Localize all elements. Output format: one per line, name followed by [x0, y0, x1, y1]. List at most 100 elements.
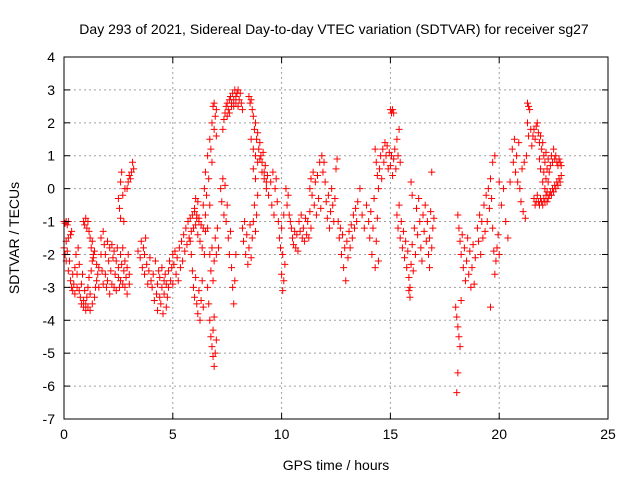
data-point [240, 237, 248, 245]
data-point [286, 218, 294, 226]
data-point [208, 119, 216, 127]
data-point [191, 293, 199, 301]
data-point [160, 290, 168, 298]
data-point [67, 277, 75, 285]
data-point [452, 303, 460, 311]
data-point [205, 300, 213, 308]
data-point [97, 234, 105, 242]
data-point [224, 106, 232, 114]
data-point [154, 306, 162, 314]
data-point [84, 218, 92, 226]
data-point [552, 152, 560, 160]
data-point [329, 201, 337, 209]
data-point [460, 244, 468, 252]
data-point [242, 250, 250, 258]
data-point [394, 224, 402, 232]
data-point [544, 195, 552, 203]
data-point [99, 227, 107, 235]
data-point [121, 283, 129, 291]
data-point [261, 162, 269, 170]
data-point [299, 224, 307, 232]
data-point [183, 241, 191, 249]
data-point [369, 224, 377, 232]
data-point [423, 218, 431, 226]
data-point [520, 158, 528, 166]
data-point [328, 185, 336, 193]
data-point [182, 224, 190, 232]
data-point [149, 270, 157, 278]
data-point [495, 250, 503, 258]
data-point [141, 250, 149, 258]
data-point [343, 237, 351, 245]
data-point [402, 237, 410, 245]
data-point [210, 362, 218, 370]
data-point [309, 168, 317, 176]
data-point [120, 218, 128, 226]
data-point [249, 112, 257, 120]
data-point [500, 185, 508, 193]
data-point [296, 227, 304, 235]
data-point [147, 277, 155, 285]
data-point [457, 297, 465, 305]
data-point [486, 303, 494, 311]
data-point [210, 257, 218, 265]
data-point [319, 168, 327, 176]
data-point [339, 231, 347, 239]
data-point [461, 277, 469, 285]
data-point [238, 224, 246, 232]
data-point [68, 227, 76, 235]
data-point [287, 224, 295, 232]
data-point [210, 125, 218, 133]
y-tick-label: 0 [47, 181, 55, 197]
data-point [315, 195, 323, 203]
data-point [119, 191, 127, 199]
data-point [148, 283, 156, 291]
data-point [332, 165, 340, 173]
data-point [145, 267, 153, 275]
data-point [415, 195, 423, 203]
data-point [454, 369, 462, 377]
data-point [408, 191, 416, 199]
data-point [373, 214, 381, 222]
data-point [142, 234, 150, 242]
data-point [490, 247, 498, 255]
data-point [404, 247, 412, 255]
data-point [473, 224, 481, 232]
data-point [246, 99, 254, 107]
data-point [212, 336, 220, 344]
plot-frame [63, 56, 609, 420]
data-point [88, 237, 96, 245]
data-point [356, 185, 364, 193]
data-point [213, 224, 221, 232]
data-point [249, 165, 257, 173]
data-point [118, 260, 126, 268]
data-point [367, 208, 375, 216]
data-point [333, 155, 341, 163]
data-point [206, 201, 214, 209]
data-point [130, 165, 138, 173]
x-tick-label: 5 [169, 426, 177, 442]
data-point [323, 214, 331, 222]
data-point [225, 250, 233, 258]
axis-ticks: 0 5 10 15 20 25 -7 -6 -5 -4 -3 -2 -1 0 1 2 3 4 [43, 49, 616, 442]
data-point [269, 168, 277, 176]
data-point [421, 201, 429, 209]
data-point [414, 231, 422, 239]
data-point [517, 198, 525, 206]
data-point [426, 264, 434, 272]
data-point [258, 168, 266, 176]
data-point [389, 106, 397, 114]
y-tick-label: 1 [47, 148, 55, 164]
data-point [392, 165, 400, 173]
chart-title: Day 293 of 2021, Sidereal Day-to-day VTE… [79, 21, 589, 37]
x-tick-label: 25 [600, 426, 616, 442]
data-point [453, 389, 461, 397]
data-point [86, 290, 94, 298]
data-point [344, 254, 352, 262]
data-point [117, 250, 125, 258]
data-point [477, 250, 485, 258]
data-point [225, 109, 233, 117]
data-point [162, 303, 170, 311]
data-point [169, 280, 177, 288]
data-point [63, 221, 71, 229]
